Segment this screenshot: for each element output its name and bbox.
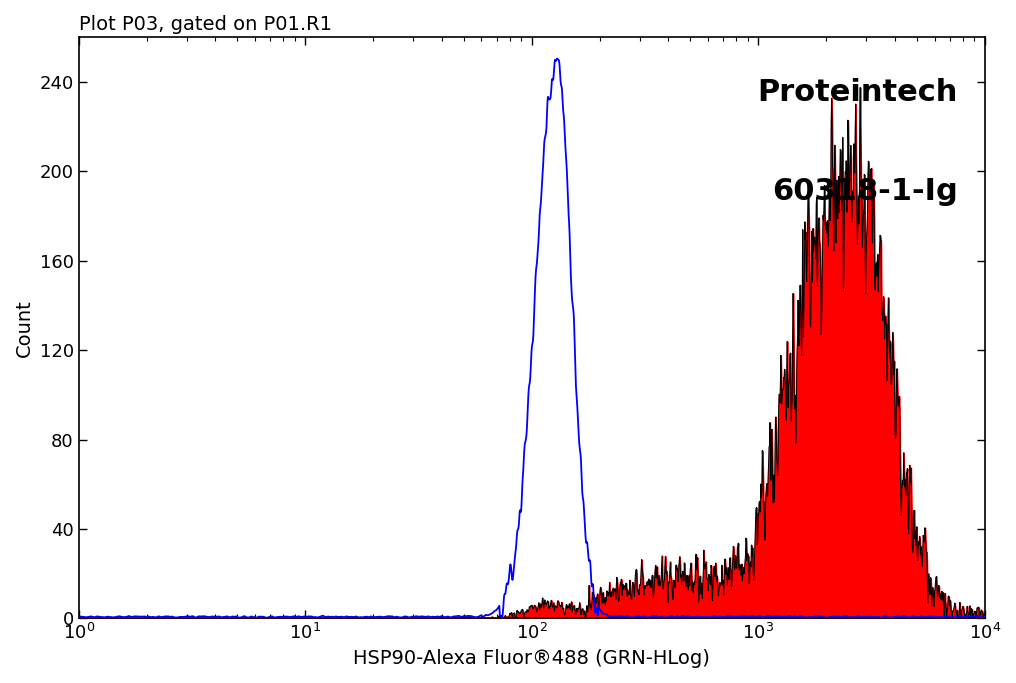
Text: 60318-1-Ig: 60318-1-Ig	[772, 176, 958, 206]
Text: Proteintech: Proteintech	[757, 78, 958, 107]
Text: Plot P03, gated on P01.R1: Plot P03, gated on P01.R1	[78, 15, 331, 34]
Y-axis label: Count: Count	[15, 299, 34, 357]
X-axis label: HSP90-Alexa Fluor®488 (GRN-HLog): HSP90-Alexa Fluor®488 (GRN-HLog)	[354, 649, 710, 668]
